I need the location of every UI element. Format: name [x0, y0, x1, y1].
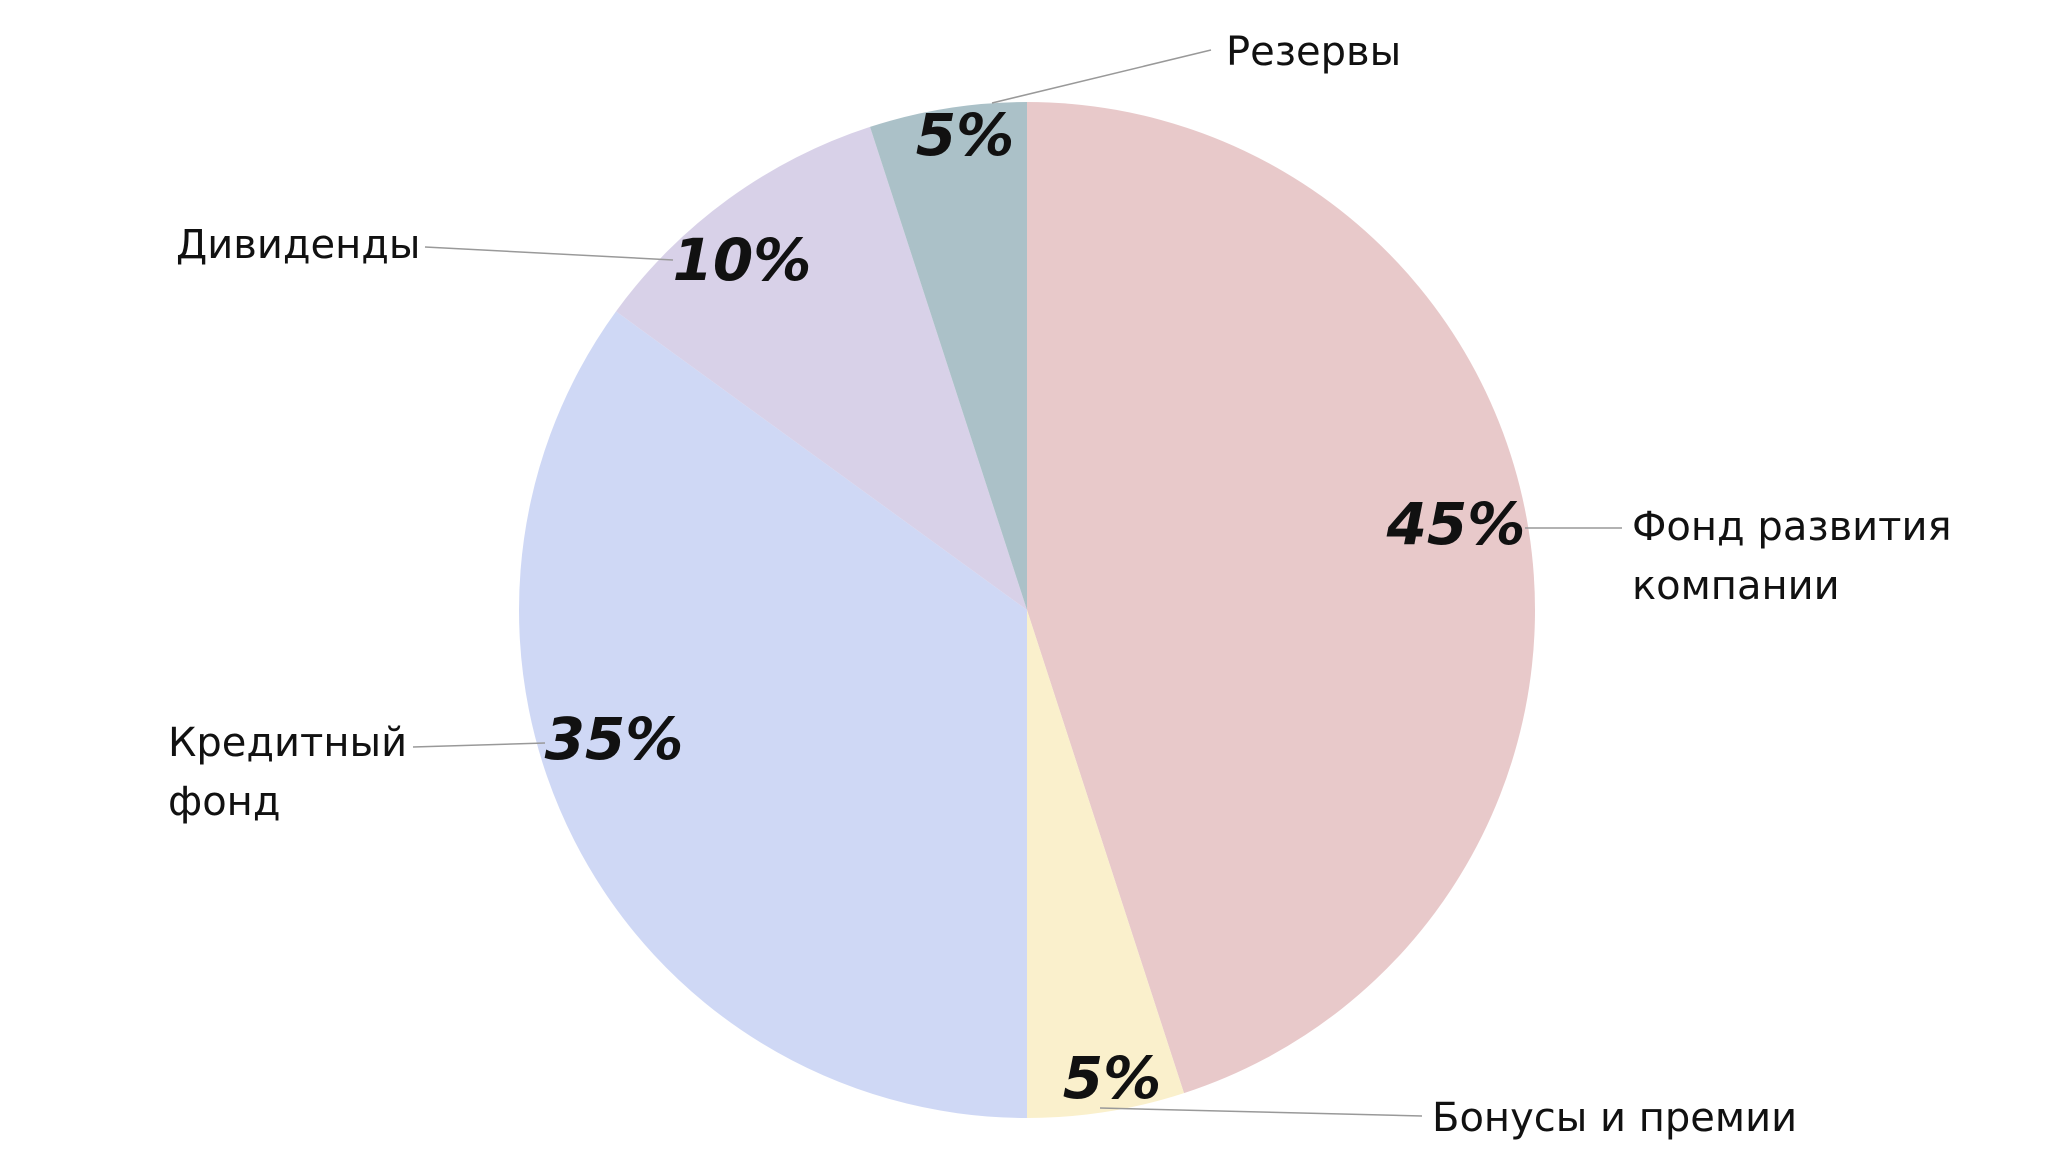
slice-label: Резервы	[1226, 29, 1402, 75]
value-label: 5%	[916, 101, 1014, 169]
slice-label: Кредитный фонд	[168, 720, 408, 825]
leader-line	[1099, 1107, 1423, 1117]
value-label: 10%	[673, 226, 812, 294]
value-label: 35%	[545, 705, 684, 773]
leader-line	[412, 742, 546, 748]
leader-line	[991, 49, 1212, 104]
value-label: 45%	[1386, 490, 1526, 558]
leader-line	[424, 246, 674, 261]
pie-slice	[1027, 610, 1184, 1118]
pie-slice	[519, 311, 1027, 1118]
pie-slice	[1027, 102, 1536, 1094]
slice-label: Дивиденды	[176, 222, 421, 268]
slice-label: Бонусы и премии	[1432, 1095, 1798, 1141]
pie-slice	[870, 102, 1027, 610]
value-label: 5%	[1063, 1044, 1161, 1112]
pie-slice	[616, 126, 1027, 611]
slice-label: Фонд развития компании	[1632, 504, 1952, 609]
